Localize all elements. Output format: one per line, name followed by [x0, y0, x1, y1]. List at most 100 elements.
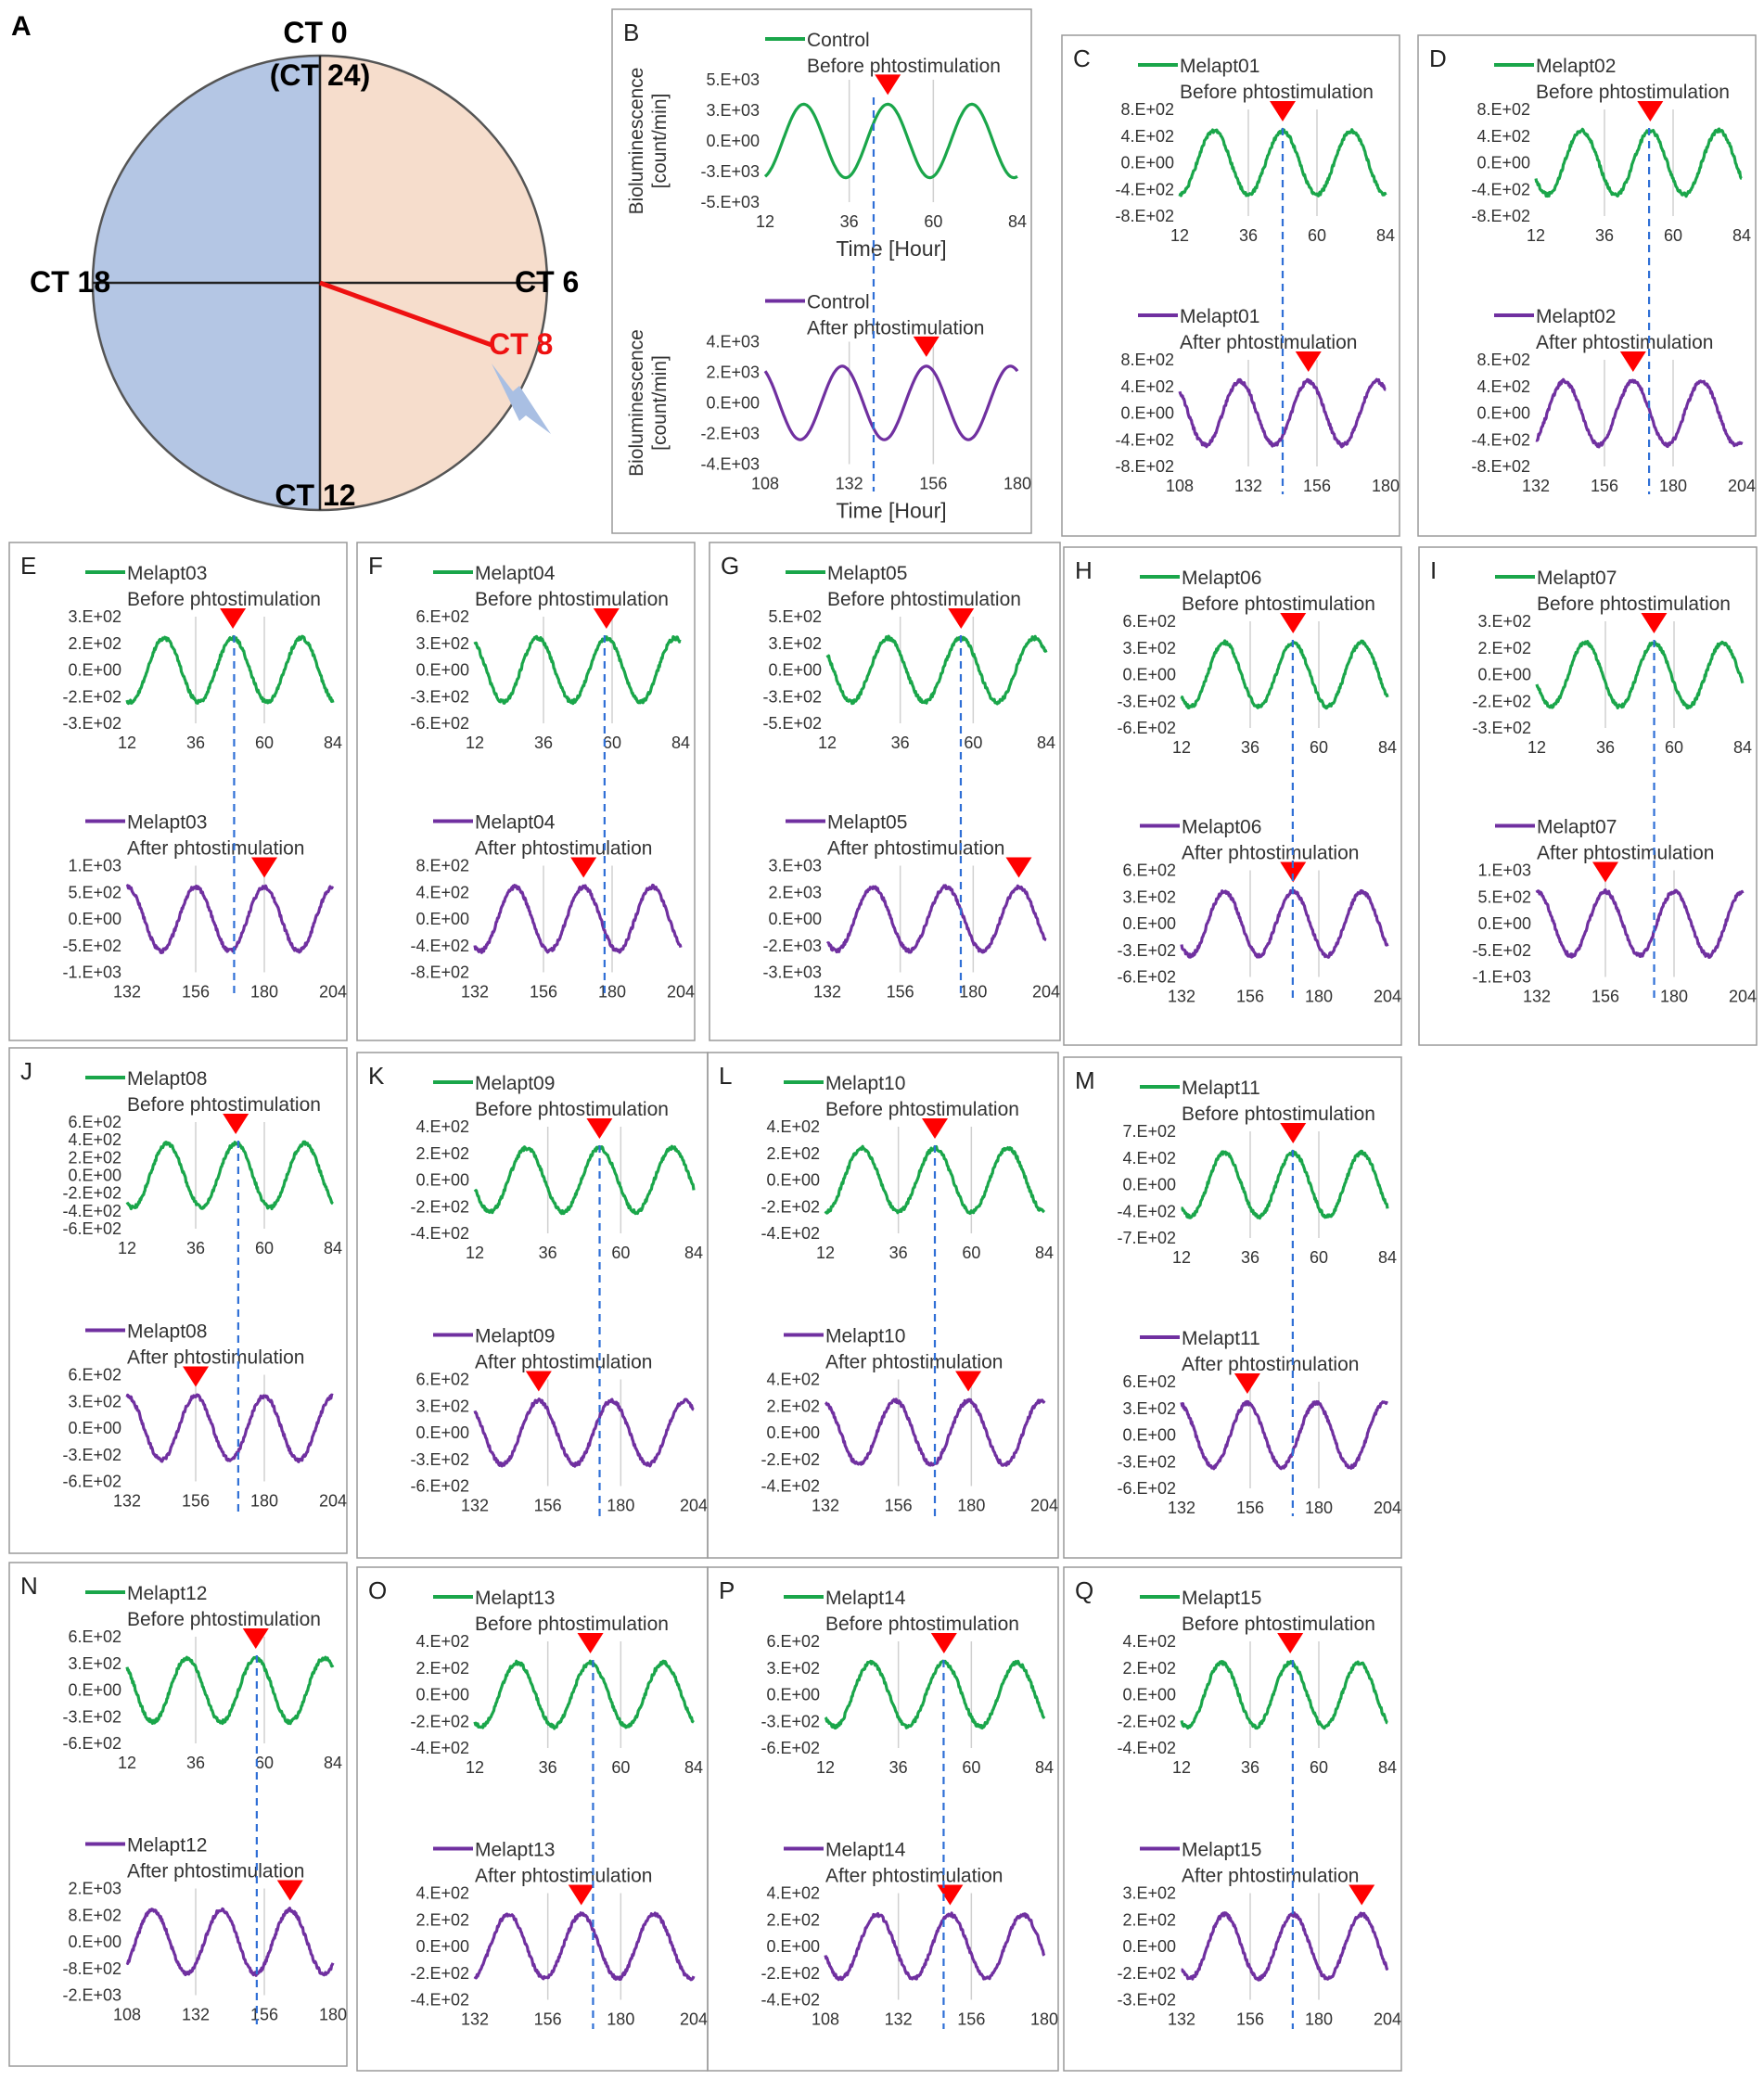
x-tick-label: 132 — [461, 1497, 489, 1515]
x-tick-label: 60 — [611, 1758, 630, 1777]
peak-marker — [913, 336, 940, 357]
panel-frame — [611, 8, 1032, 534]
panel-letter: J — [20, 1057, 32, 1085]
y-tick-label: 3.E+02 — [1122, 887, 1176, 906]
x-tick-label: 204 — [680, 1497, 708, 1515]
x-tick-label: 156 — [1591, 988, 1619, 1006]
panel-letter: K — [368, 1062, 385, 1090]
y-tick-label: 0.E+00 — [68, 1167, 121, 1185]
x-tick-label: 156 — [1303, 477, 1331, 495]
y-tick-label: -2.E+02 — [1472, 692, 1531, 710]
y-tick-label: 6.E+02 — [68, 1366, 121, 1385]
x-tick-label: 60 — [603, 734, 621, 752]
x-tick-label: 36 — [1596, 738, 1615, 757]
series-name: Melapt03 — [127, 563, 207, 584]
y-tick-label: 8.E+02 — [415, 857, 469, 875]
x-tick-label: 132 — [461, 983, 489, 1002]
y-tick-label: -4.E+02 — [761, 1477, 820, 1496]
x-tick-label: 36 — [186, 1239, 205, 1257]
series-condition: Before phtostimulation — [127, 1094, 321, 1116]
y-tick-label: -3.E+02 — [62, 714, 121, 733]
series-name: Melapt11 — [1182, 1078, 1260, 1099]
y-tick-label: 4.E+03 — [706, 333, 760, 351]
x-tick-label: 60 — [1308, 226, 1326, 245]
signal-trace — [763, 364, 1019, 441]
panel-n: N Melapt12 Before phtostimulation 6.E+02 3.E… — [8, 1562, 348, 2067]
peak-marker — [570, 857, 597, 878]
x-tick-label: 84 — [324, 1754, 342, 1772]
peak-marker — [930, 1633, 957, 1653]
panel-letter: L — [719, 1062, 732, 1090]
x-tick-label: 12 — [816, 1244, 835, 1262]
y-axis-title: Bioluminescence — [626, 68, 647, 215]
panel-e: E Melapt03 Before phtostimulation 3.E+02 2.E… — [8, 542, 348, 1041]
y-tick-label: 2.E+02 — [68, 634, 121, 653]
x-tick-label: 180 — [1372, 477, 1400, 495]
series-condition: Before phtostimulation — [1182, 1104, 1375, 1125]
series-condition: After phtostimulation — [825, 1352, 1003, 1373]
x-tick-label: 156 — [1236, 2010, 1264, 2029]
series-name: Melapt08 — [127, 1321, 207, 1343]
y-tick-label: 4.E+02 — [1122, 1149, 1176, 1168]
x-tick-label: 132 — [1168, 1499, 1195, 1517]
y-tick-label: 0.E+00 — [1120, 154, 1174, 172]
panel-c: C Melapt01 Before phtostimulation 8.E+02 4.E… — [1061, 34, 1400, 537]
signal-trace — [1180, 888, 1389, 959]
x-tick-label: 132 — [836, 475, 863, 493]
peak-marker — [568, 1884, 594, 1906]
peak-marker — [1592, 861, 1618, 883]
peak-marker — [183, 1366, 209, 1387]
x-tick-label: 60 — [1310, 1758, 1328, 1777]
x-tick-label: 84 — [1008, 212, 1027, 231]
series-name: Melapt13 — [475, 1588, 555, 1609]
y-tick-label: 7.E+02 — [1122, 1122, 1176, 1141]
x-tick-label: 156 — [250, 2006, 278, 2024]
peak-marker — [223, 1114, 249, 1134]
signal-trace — [824, 1911, 1046, 1982]
signal-trace — [825, 634, 1048, 706]
signal-trace — [1534, 127, 1743, 198]
series-condition: After phtostimulation — [1536, 332, 1713, 353]
x-tick-label: 180 — [1305, 1499, 1333, 1517]
y-tick-label: 2.E+02 — [1122, 1659, 1176, 1678]
y-tick-label: -2.E+02 — [62, 1184, 121, 1203]
x-tick-label: 156 — [919, 475, 947, 493]
y-tick-label: 6.E+02 — [1122, 1372, 1176, 1391]
signal-trace — [1535, 377, 1744, 449]
y-tick-label: -3.E+02 — [1117, 941, 1176, 960]
y-tick-label: 0.E+00 — [1122, 1426, 1176, 1445]
panel-frame — [1063, 1056, 1402, 1559]
x-tick-label: 132 — [113, 1492, 141, 1511]
x-tick-label: 156 — [1591, 477, 1618, 495]
x-tick-label: 60 — [255, 734, 274, 752]
y-tick-label: 4.E+02 — [415, 883, 469, 901]
y-tick-label: 0.E+00 — [1122, 914, 1176, 933]
x-tick-label: 36 — [186, 1754, 205, 1772]
panel-letter: F — [368, 552, 383, 580]
y-tick-label: -6.E+02 — [62, 1473, 121, 1491]
y-tick-label: -2.E+02 — [62, 687, 121, 706]
y-tick-label: 0.E+00 — [415, 661, 469, 680]
y-tick-label: 4.E+02 — [415, 1117, 469, 1136]
signal-trace — [825, 884, 1047, 954]
y-tick-label: 2.E+02 — [415, 1910, 469, 1929]
peak-marker — [875, 74, 901, 96]
y-tick-label: 0.E+00 — [415, 1686, 469, 1704]
signal-trace — [473, 634, 682, 706]
x-tick-label: 108 — [1166, 477, 1194, 495]
label-ct24: (CT 24) — [270, 58, 370, 92]
y-tick-label: -5.E+02 — [62, 937, 121, 955]
y-tick-label: 4.E+02 — [1122, 1632, 1176, 1651]
y-tick-label: 4.E+02 — [1476, 127, 1530, 146]
series-name: Melapt05 — [827, 812, 907, 834]
panel-f: F Melapt04 Before phtostimulation 6.E+02 3.E… — [356, 542, 696, 1041]
y-tick-label: -4.E+02 — [1115, 180, 1174, 198]
signal-trace — [824, 1659, 1046, 1730]
series-condition: Before phtostimulation — [475, 589, 669, 610]
panel-q: Q Melapt15 Before phtostimulation 4.E+02 2.E… — [1063, 1566, 1402, 2072]
x-tick-label: 156 — [1236, 1499, 1264, 1517]
panel-a-phase-diagram: A CT 0 (CT 24) CT 6 CT 12 CT 18 CT 8 — [11, 11, 579, 512]
x-tick-label: 60 — [962, 1244, 980, 1262]
x-tick-label: 84 — [1037, 734, 1055, 752]
